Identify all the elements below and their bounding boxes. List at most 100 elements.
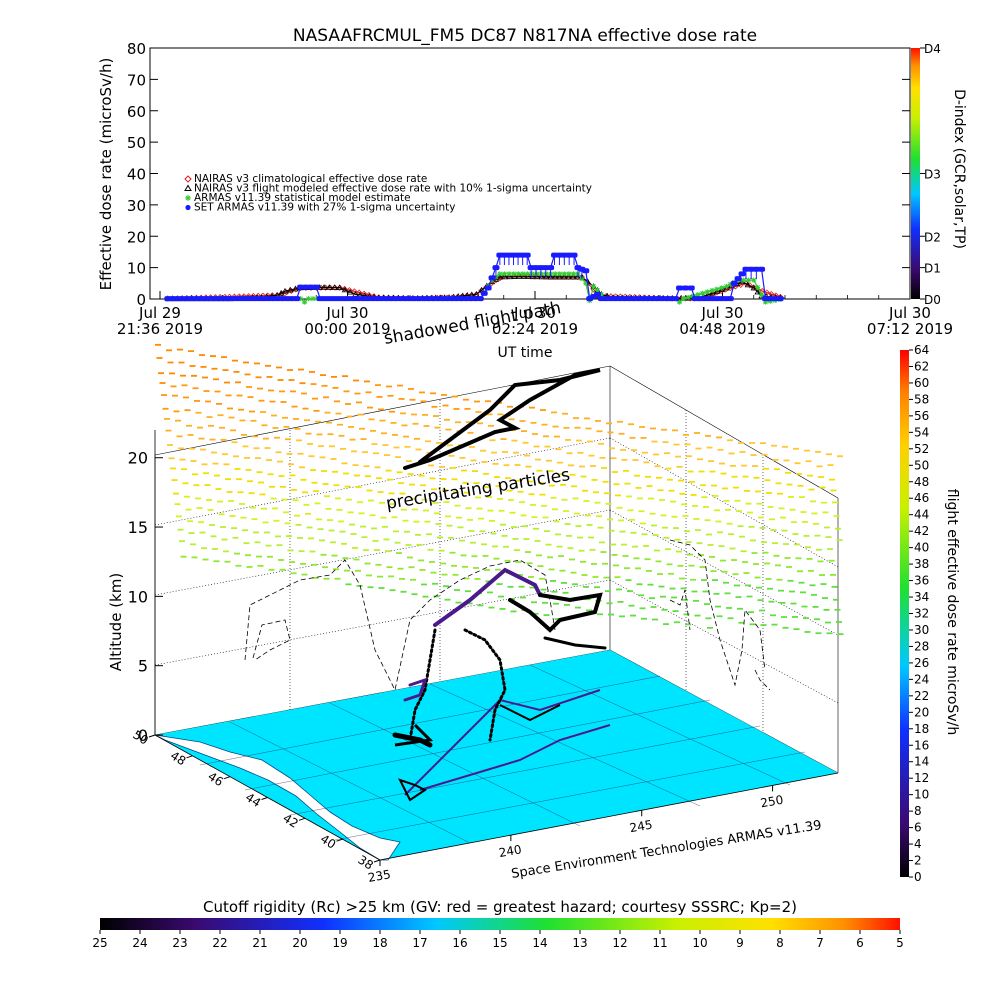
particle-mark [432,501,439,504]
particle-mark [620,449,626,451]
particle-mark [351,450,357,453]
particle-mark [837,633,844,636]
particle-mark [248,492,255,495]
y-tick-label: 60 [127,103,146,121]
particle-mark [399,577,405,580]
particle-mark [212,548,218,550]
particle-mark [192,387,199,390]
particle-mark [624,567,630,570]
particle-mark [650,427,656,430]
data-point [292,285,299,292]
particle-mark [301,392,307,395]
data-point [687,285,695,291]
particle-mark [834,608,841,611]
particle-mark [720,472,727,475]
particle-mark [662,526,668,529]
particle-mark [376,396,383,398]
particle-mark [481,543,487,546]
particle-mark [406,460,412,462]
altitude-axis-label: Altitude (km) [107,573,125,671]
particle-mark [642,451,648,454]
particle-mark [536,554,542,557]
particle-mark [725,508,731,511]
particle-mark [173,492,179,495]
particle-mark [583,500,590,502]
particle-mark [234,552,240,555]
particle-mark [313,409,320,412]
particle-mark [192,473,198,476]
particle-mark [221,356,227,359]
particle-mark [552,508,558,511]
particle-mark [676,465,683,468]
particle-mark [463,398,469,401]
particle-mark [567,547,574,550]
particle-mark [345,403,351,405]
particle-mark [814,618,820,621]
particle-mark [275,451,282,454]
particle-mark [488,424,494,427]
particle-mark [718,545,725,548]
latitude-tick [148,734,156,738]
data-point [302,284,310,290]
particle-mark [547,470,554,472]
particle-mark [362,451,368,454]
particle-mark [761,541,767,544]
particle-mark [433,415,439,417]
particle-mark [280,401,287,403]
particle-mark [170,385,177,388]
particle-mark [509,511,516,514]
particle-mark [183,396,189,399]
particle-mark [407,473,414,475]
data-point [676,285,684,291]
particle-mark [769,518,775,521]
particle-mark [623,469,629,472]
particle-mark [781,529,788,532]
particle-mark [388,492,395,495]
particle-mark [205,400,211,403]
latitude-tick-label: 50 [130,728,150,748]
particle-mark [539,577,545,580]
particle-mark [399,492,406,495]
particle-mark [605,502,612,505]
particle-mark [564,604,570,606]
particle-mark [319,456,326,459]
particle-mark [673,527,679,529]
particle-mark [513,451,519,454]
particle-mark [673,443,680,446]
particle-mark [696,542,703,545]
particle-mark [584,598,591,601]
particle-mark [646,485,653,487]
particle-mark [737,525,744,528]
particle-mark [268,389,274,392]
particle-mark [515,560,522,563]
particle-mark [547,556,553,559]
particle-mark [782,445,788,448]
particle-mark [236,478,242,481]
particle-mark [641,617,647,620]
dose-colorbar-tick-label: 44 [914,508,929,522]
particle-mark [716,436,722,439]
particle-mark [463,577,470,580]
particle-mark [241,433,247,436]
particle-mark [653,453,659,456]
particle-mark [176,515,182,518]
particle-mark [735,596,742,599]
particle-mark [210,535,217,538]
particle-mark [794,462,801,465]
particle-mark [776,578,783,581]
particle-mark [258,481,264,484]
particle-mark [588,454,595,457]
particle-mark [405,544,412,546]
particle-mark [295,523,302,526]
altitude-axis: 0 5 10 15 20 [128,430,163,745]
cutoff-colorbar-label: Cutoff rigidity (Rc) >25 km (GV: red = g… [203,898,797,916]
particle-mark [722,487,728,490]
data-point [501,273,508,280]
particle-mark [492,545,498,548]
particle-mark [254,541,261,544]
chart-title: NASAAFRCMUL_FM5 DC87 N817NA effective do… [293,26,757,46]
particle-mark [488,606,495,609]
particle-mark [704,603,710,605]
particle-mark [758,516,764,519]
particle-mark [541,504,547,507]
